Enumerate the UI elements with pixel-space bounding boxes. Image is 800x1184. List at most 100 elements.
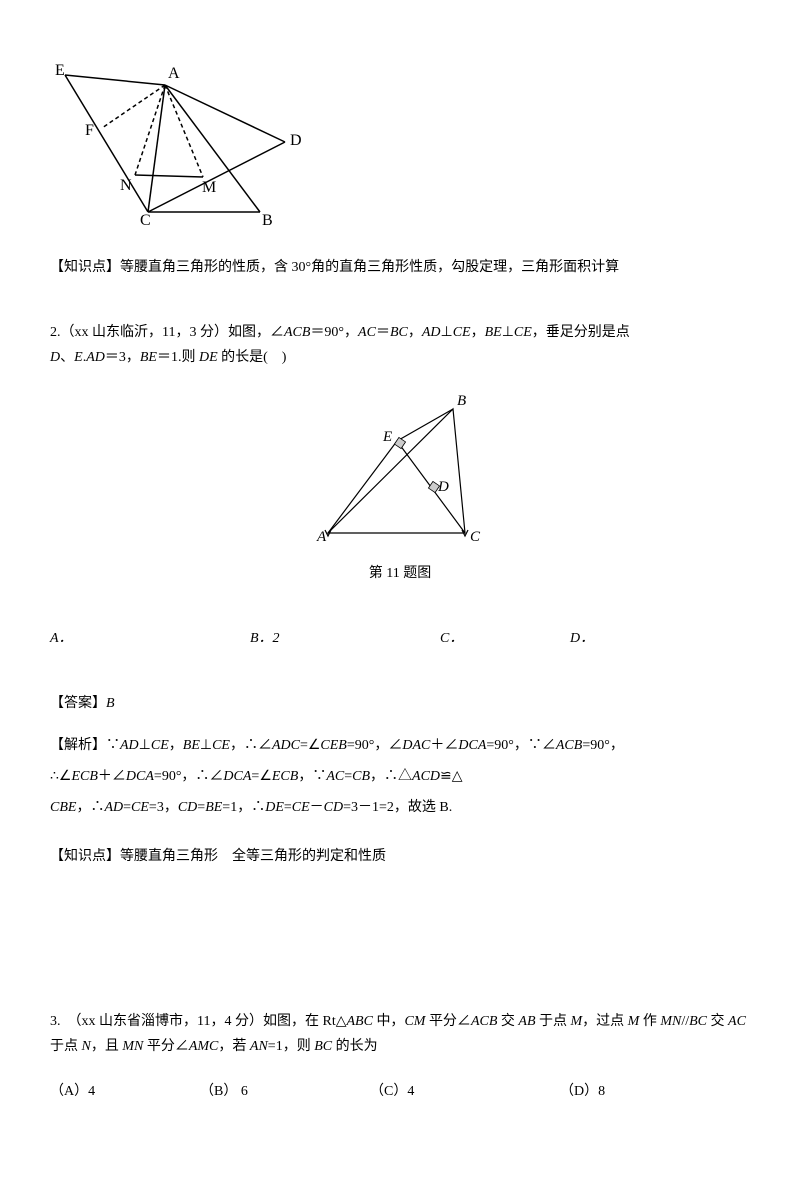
answer-2-value: B xyxy=(106,696,115,711)
label-B: B xyxy=(262,212,273,225)
p2l2-t5: DE xyxy=(199,350,218,365)
p3-prefix: 3. （xx 山东省淄博市，11，4 分）如图，在 Rt△ xyxy=(50,1014,346,1029)
p3-t1: ABC xyxy=(346,1014,372,1029)
p3-m3: 交 xyxy=(497,1014,518,1029)
ana-b18: =90°， xyxy=(582,738,624,753)
ana-l3-6: CD xyxy=(178,800,197,815)
p3l2-c: 平分∠ xyxy=(143,1039,189,1054)
p2-t1: ACB xyxy=(284,325,310,340)
p3-t6: M xyxy=(628,1014,640,1029)
p3-t9: AC xyxy=(728,1014,746,1029)
p2-t3: BC xyxy=(390,325,408,340)
figure-1-svg: E A F D N M C B xyxy=(50,60,310,225)
ana-l3-10: DE xyxy=(265,800,284,815)
p3-m8: 交 xyxy=(707,1014,728,1029)
p3l2-t1: N xyxy=(82,1039,91,1054)
p3-m1: 中， xyxy=(373,1014,405,1029)
p2-c2: ， xyxy=(471,325,485,340)
p3l2-b: ，且 xyxy=(91,1039,123,1054)
f2-D: D xyxy=(437,479,449,495)
figure-2-labels: A C B E D xyxy=(316,393,481,545)
p2-t7: CE xyxy=(514,325,532,340)
ana-b1: AD xyxy=(120,738,139,753)
p2-eq1: ＝90°， xyxy=(310,325,358,340)
p3-t8: BC xyxy=(689,1014,707,1029)
ana-l2-8: ，∵ xyxy=(298,769,326,784)
ana-b14: ＋∠ xyxy=(430,738,458,753)
ana-b17: ACB xyxy=(556,738,582,753)
analysis-2: 【解析】∵AD⊥CE，BE⊥CE，∴∠ADC=∠CEB=90°，∠DAC＋∠DC… xyxy=(50,731,750,823)
p2-c1: ， xyxy=(408,325,422,340)
label-A: A xyxy=(168,65,180,82)
p2-t2: AC xyxy=(358,325,376,340)
label-M: M xyxy=(202,179,216,196)
problem-2-text: 2.（xx 山东临沂，11，3 分）如图，∠ACB＝90°，AC＝BC，AD⊥C… xyxy=(50,320,750,370)
p2-p1: ⊥ xyxy=(441,325,453,340)
ana-b0: ∵ xyxy=(106,738,120,753)
opt3-A: （A）4 xyxy=(50,1079,200,1104)
ana-l3-2: AD xyxy=(104,800,123,815)
ana-l3-12: CE xyxy=(292,800,310,815)
p3-t5: M xyxy=(571,1014,583,1029)
ana-l2-0: ∴∠ xyxy=(50,769,71,784)
problem-3: 3. （xx 山东省淄博市，11，4 分）如图，在 Rt△ABC 中，CM 平分… xyxy=(50,1009,750,1059)
ana-l3-14: CD xyxy=(324,800,343,815)
p3l2-t4: AN xyxy=(250,1039,268,1054)
p3-t2: CM xyxy=(404,1014,425,1029)
ana-l2-7: ECB xyxy=(272,769,298,784)
ana-l3-4: CE xyxy=(131,800,149,815)
figure-2-caption: 第 11 题图 xyxy=(369,561,431,586)
p2-t6: BE xyxy=(485,325,502,340)
p3-m5: ，过点 xyxy=(582,1014,628,1029)
answer-2-label: 【答案】 xyxy=(50,696,106,711)
ana-b11: CEB xyxy=(320,738,346,753)
ana-l3-13: － xyxy=(310,800,324,815)
f2-B: B xyxy=(457,393,466,409)
ana-l3-0: CBE xyxy=(50,800,76,815)
p3l2-a: 于点 xyxy=(50,1039,82,1054)
opt3-C: （C）4 xyxy=(370,1079,560,1104)
opt3-B: （B） 6 xyxy=(200,1079,370,1104)
opt2-C: C． xyxy=(440,631,463,646)
p2l2-t4: BE xyxy=(140,350,157,365)
ana-b9: ADC xyxy=(272,738,300,753)
label-D: D xyxy=(290,132,302,149)
p2-suf1: ，垂足分别是点 xyxy=(532,325,630,340)
p2l2-t3: AD xyxy=(86,350,105,365)
ana-l3-15: =3－1=2，故选 B. xyxy=(343,800,452,815)
p3-t7: MN xyxy=(660,1014,681,1029)
problem-2: 2.（xx 山东临沂，11，3 分）如图，∠ACB＝90°，AC＝BC，AD⊥C… xyxy=(50,320,750,370)
p2l2-t2: E xyxy=(74,350,83,365)
ana-l2-12: ，∴△ xyxy=(370,769,412,784)
problem-3-options: （A）4 （B） 6 （C）4 （D）8 xyxy=(50,1079,750,1104)
p3l2-f: 的长为 xyxy=(332,1039,378,1054)
p2-prefix: 2.（xx 山东临沂，11，3 分）如图，∠ xyxy=(50,325,284,340)
p3l2-t2: MN xyxy=(122,1039,143,1054)
ana-l3-11: = xyxy=(284,800,292,815)
figure-1-container: E A F D N M C B xyxy=(50,60,750,225)
p3l2-d: ，若 xyxy=(218,1039,250,1054)
p3l2-t3: AMC xyxy=(189,1039,219,1054)
p2-t4: AD xyxy=(422,325,441,340)
ana-l3-5: =3， xyxy=(149,800,178,815)
label-F: F xyxy=(85,122,94,139)
problem-3-text: 3. （xx 山东省淄博市，11，4 分）如图，在 Rt△ABC 中，CM 平分… xyxy=(50,1009,750,1059)
label-C: C xyxy=(140,212,151,225)
p3-m2: 平分∠ xyxy=(425,1014,471,1029)
ana-b10: =∠ xyxy=(300,738,320,753)
figure-2-container: A C B E D 第 11 题图 xyxy=(50,391,750,606)
opt3-D: （D）8 xyxy=(560,1079,680,1104)
ana-l3-9: =1，∴ xyxy=(222,800,265,815)
f2-A: A xyxy=(316,529,327,545)
f2-C: C xyxy=(470,529,481,545)
ana-l3-3: = xyxy=(123,800,131,815)
opt2-D: D． xyxy=(570,631,594,646)
p3-m6: 作 xyxy=(639,1014,660,1029)
p2l2-c1: 、 xyxy=(60,350,74,365)
ana-l2-10: = xyxy=(344,769,352,784)
ana-l2-9: AC xyxy=(326,769,344,784)
p2-p2: ⊥ xyxy=(502,325,514,340)
ana-b4: ， xyxy=(169,738,183,753)
p2l2-t1: D xyxy=(50,350,60,365)
ana-b16: =90°，∵∠ xyxy=(486,738,556,753)
